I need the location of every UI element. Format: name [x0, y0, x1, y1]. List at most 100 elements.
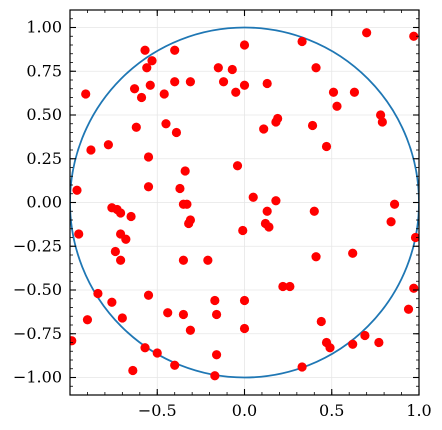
- scatter-point: [325, 343, 335, 353]
- scatter-point: [107, 297, 117, 307]
- scatter-point: [152, 348, 162, 358]
- scatter-point: [311, 63, 321, 73]
- scatter-points: [70, 28, 419, 381]
- y-tick-label: 0.00: [26, 193, 62, 212]
- y-tick-label: −1.00: [13, 368, 62, 387]
- scatter-point: [175, 183, 185, 194]
- scatter-point: [170, 360, 180, 370]
- y-tick-label: −0.50: [13, 280, 62, 299]
- scatter-point: [262, 78, 272, 89]
- scatter-point: [180, 166, 190, 176]
- scatter-point: [360, 330, 370, 341]
- scatter-point: [81, 89, 91, 99]
- scatter-point: [203, 255, 213, 265]
- x-tick-label: −0.5: [138, 401, 177, 420]
- scatter-point: [238, 225, 248, 236]
- y-tick-label: 0.75: [26, 61, 62, 80]
- scatter-point: [210, 295, 220, 306]
- x-tick-labels: −0.5 0.0 0.5 1.0: [138, 401, 432, 420]
- y-tick-label: 0.25: [26, 149, 62, 168]
- y-tick-label: 0.50: [26, 105, 62, 124]
- scatter-point: [348, 339, 358, 349]
- unit-circle: [70, 26, 419, 379]
- scatter-point: [316, 316, 326, 327]
- scatter-point: [93, 288, 103, 299]
- scatter-point: [262, 206, 272, 216]
- scatter-point: [362, 28, 372, 38]
- scatter-point: [307, 120, 318, 131]
- scatter-point: [74, 229, 84, 239]
- scatter-point: [409, 31, 419, 41]
- x-tick-label: 0.0: [232, 401, 257, 420]
- scatter-point: [170, 45, 180, 55]
- scatter-point: [328, 87, 339, 97]
- scatter-point: [211, 309, 222, 320]
- scatter-point: [231, 87, 241, 97]
- scatter-point: [309, 206, 319, 216]
- scatter-point: [239, 40, 250, 50]
- scatter-point: [136, 92, 147, 103]
- scatter-point: [143, 182, 154, 192]
- scatter-point: [321, 141, 332, 152]
- scatter-point: [213, 63, 223, 73]
- scatter-point: [210, 371, 220, 381]
- scatter-point: [377, 117, 387, 127]
- scatter-point: [409, 283, 419, 293]
- scatter-point: [126, 211, 136, 222]
- scatter-point: [184, 218, 194, 229]
- axis-ticks: [69, 9, 420, 396]
- scatter-point: [178, 309, 189, 320]
- scatter-point: [147, 56, 157, 66]
- scatter-point: [264, 222, 274, 232]
- scatter-point: [140, 45, 150, 55]
- scatter-point: [131, 122, 141, 132]
- scatter-point: [116, 208, 126, 218]
- scatter-point: [232, 161, 243, 171]
- scatter-point: [248, 192, 258, 202]
- scatter-point: [116, 255, 126, 265]
- scatter-point: [386, 217, 396, 227]
- scatter-point: [70, 336, 77, 346]
- scatter-point: [239, 323, 250, 334]
- scatter-point: [376, 110, 386, 120]
- scatter-point: [349, 87, 360, 97]
- scatter-point: [218, 77, 229, 87]
- scatter-point: [178, 255, 189, 265]
- unit-circle-layer: [70, 26, 419, 379]
- scatter-point: [278, 281, 288, 292]
- scatter-point: [410, 232, 419, 243]
- scatter-point: [72, 185, 82, 195]
- y-tick-labels: 1.00 0.75 0.50 0.25 0.00 −0.25 −0.50 −0.75 −1.00: [13, 18, 62, 387]
- scatter-point: [182, 199, 192, 209]
- y-tick-label: −0.25: [13, 236, 62, 255]
- scatter-point: [374, 337, 384, 348]
- scatter-point: [389, 199, 400, 209]
- scatter-point: [311, 252, 321, 262]
- scatter-point: [211, 350, 222, 360]
- scatter-point: [143, 290, 154, 300]
- scatter-point: [128, 365, 138, 376]
- y-tick-label: 1.00: [26, 18, 62, 37]
- scatter-point: [121, 234, 131, 244]
- scatter-point: [403, 304, 414, 314]
- scatter-point: [185, 77, 196, 87]
- scatter-point: [170, 77, 180, 87]
- scatter-point: [297, 362, 307, 372]
- scatter-point: [239, 295, 250, 306]
- scatter-point: [142, 63, 152, 73]
- scatter-point: [271, 196, 281, 206]
- scatter-point: [110, 246, 120, 257]
- scatter-point: [332, 101, 342, 111]
- scatter-point: [227, 64, 237, 75]
- scatter-point: [285, 281, 295, 292]
- scatter-point: [103, 140, 113, 150]
- scatter-point: [163, 308, 173, 318]
- scatter-point: [297, 36, 307, 47]
- scatter-point: [273, 113, 283, 124]
- scatter-point: [348, 248, 358, 258]
- x-tick-label: 0.5: [319, 401, 344, 420]
- scatter-point: [82, 315, 93, 325]
- scatter-point: [171, 127, 182, 138]
